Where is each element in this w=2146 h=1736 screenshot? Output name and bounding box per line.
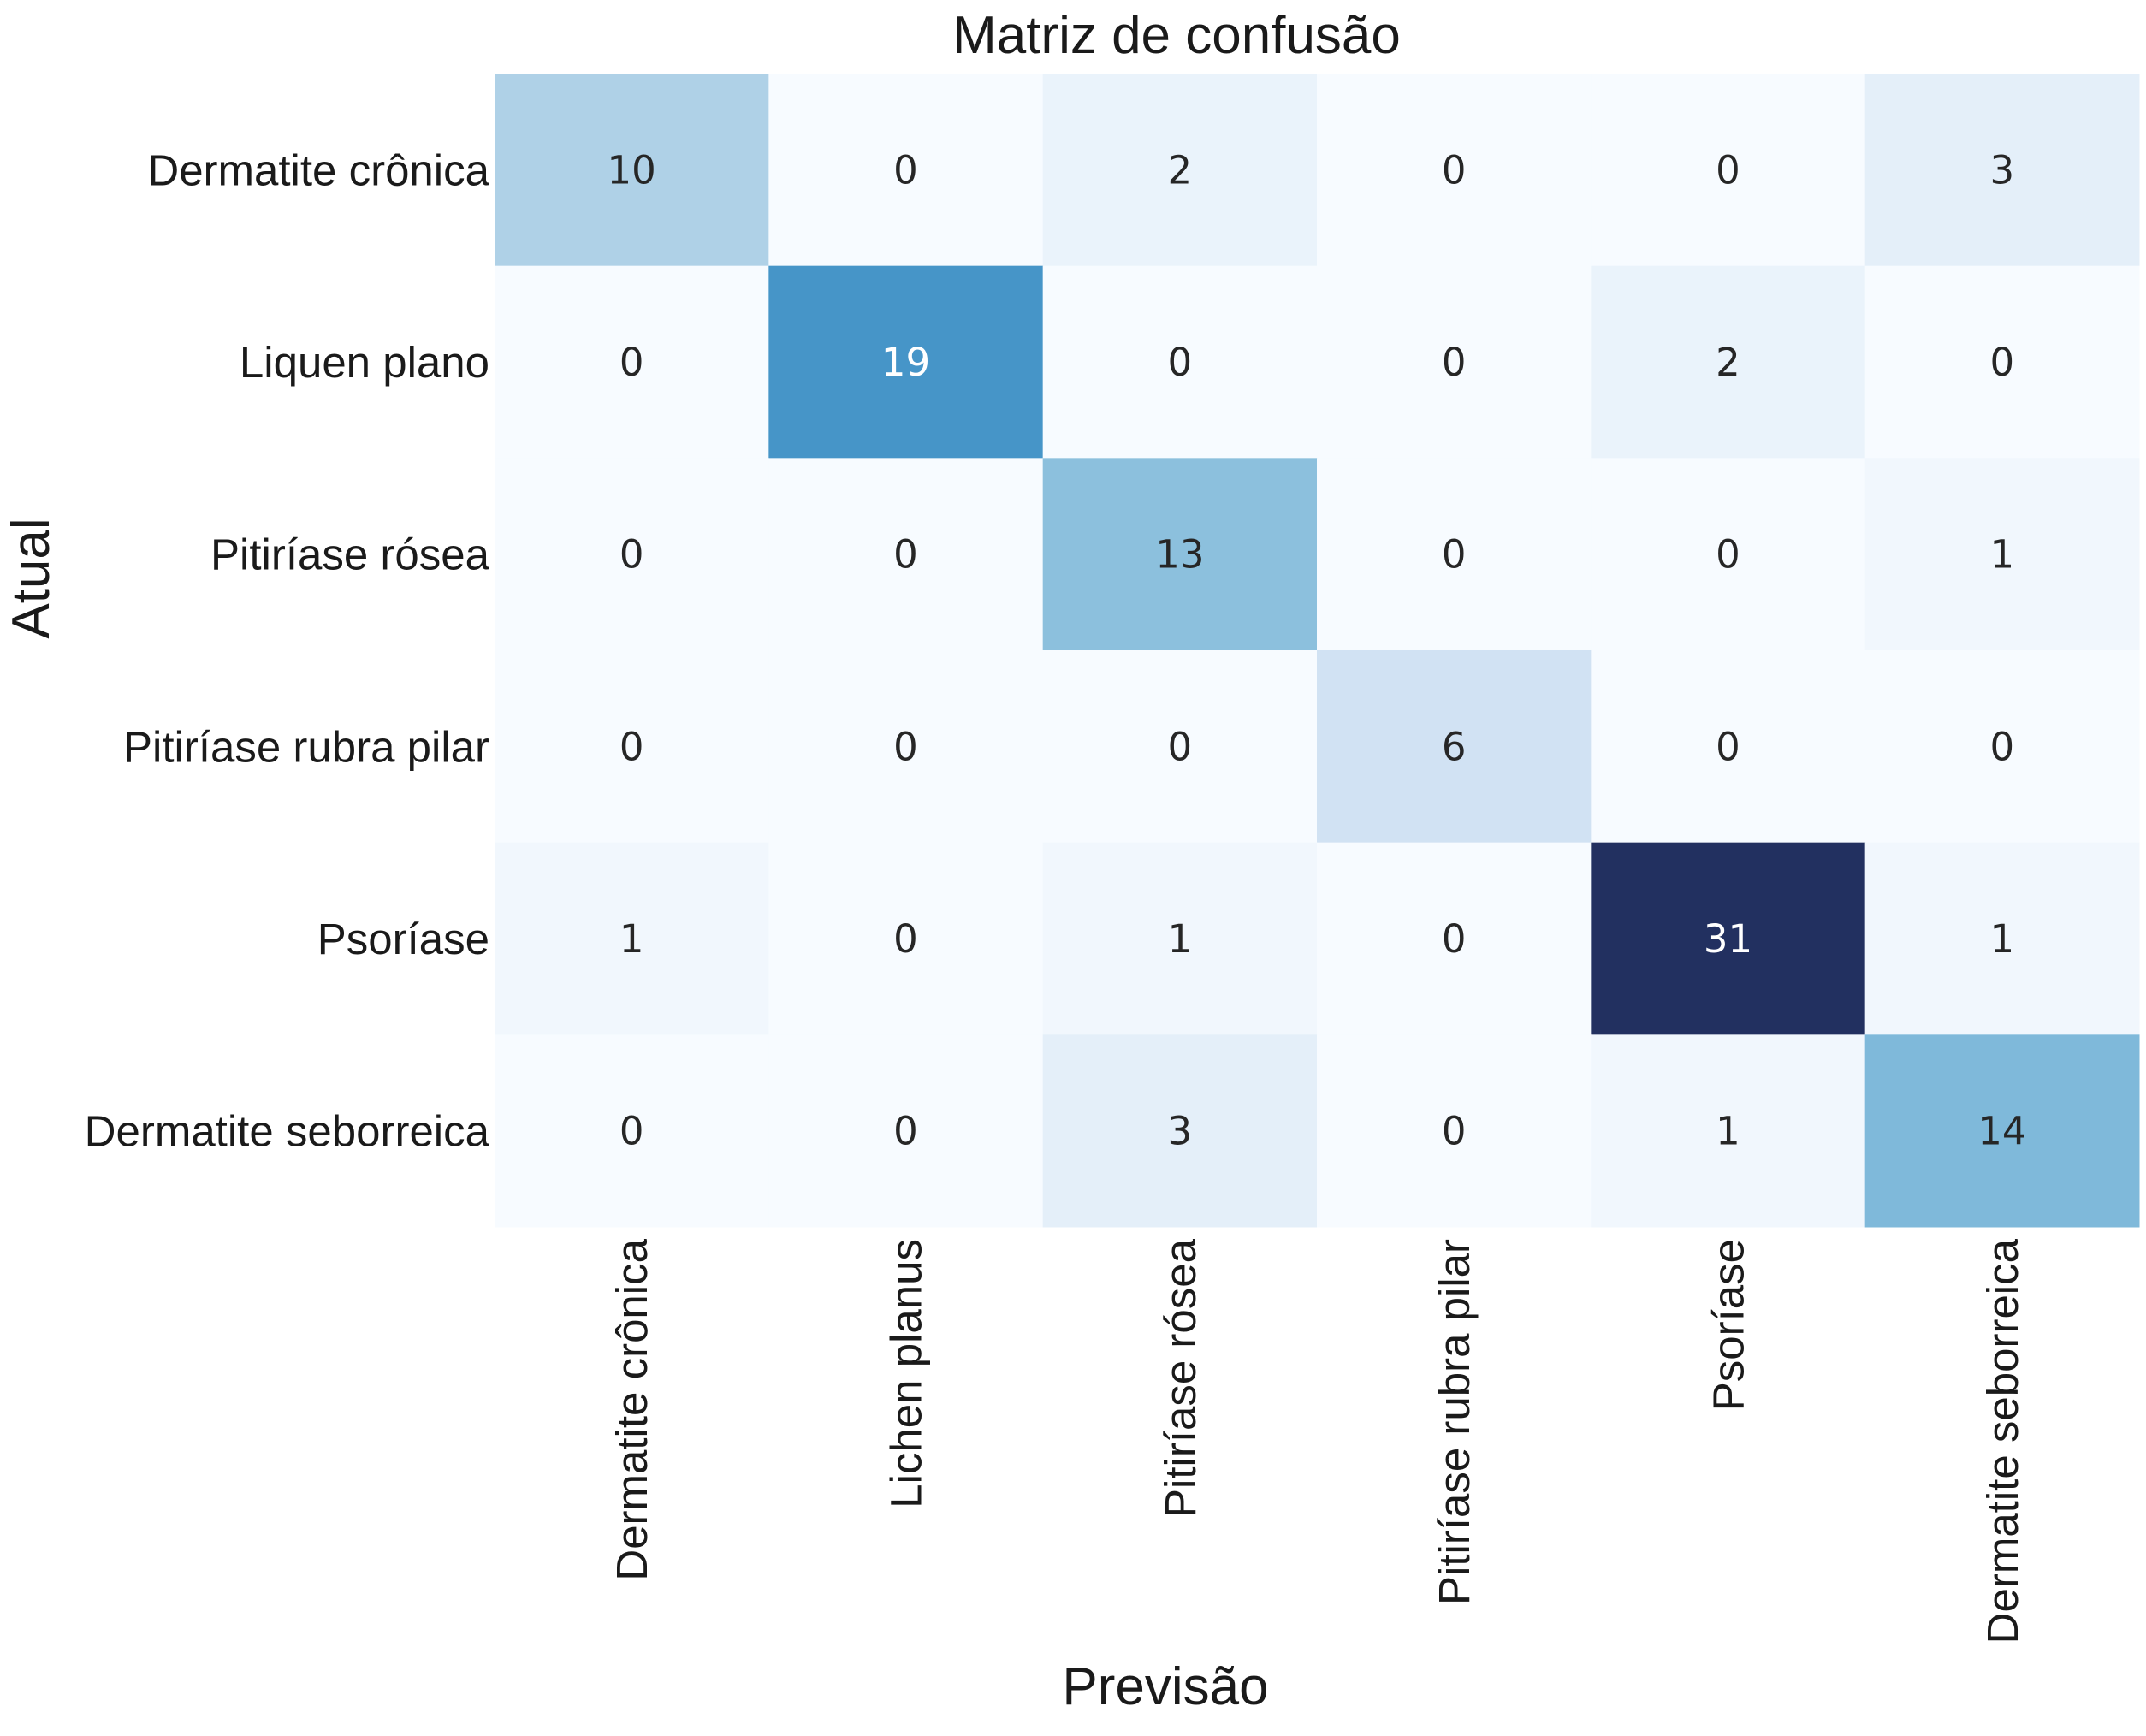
row-tick-label: Pitiríase rubra pilar: [123, 722, 489, 771]
heatmap-cell-r5-c4: [1591, 1034, 1866, 1228]
column-tick-label: Lichen planus: [882, 1239, 931, 1508]
heatmap-cell-r3-c0: [495, 650, 769, 844]
heatmap-cell-r1-c2: [1042, 265, 1318, 459]
heatmap-cell-r1-c3: [1317, 265, 1592, 459]
cell-value-label: 0: [893, 724, 918, 769]
heatmap-cell-r4-c2: [1042, 842, 1318, 1035]
row-tick-label: Psoríase: [317, 915, 489, 963]
heatmap-cell-r4-c1: [768, 842, 1044, 1035]
cell-value-label: 31: [1704, 916, 1752, 962]
row-tick-label: Dermatite seborreica: [85, 1107, 490, 1156]
cell-value-label: 13: [1155, 532, 1204, 578]
cell-value-label: 1: [1990, 532, 2015, 578]
cell-value-label: 0: [1990, 340, 2015, 385]
heatmap-cell-r1-c1: [768, 265, 1044, 459]
heatmap-cell-r5-c1: [768, 1034, 1044, 1228]
row-tick-label: Liquen plano: [240, 338, 489, 387]
cell-value-label: 3: [1168, 1109, 1193, 1154]
cell-value-label: 1: [619, 916, 644, 962]
cell-value-label: 0: [1716, 147, 1740, 193]
heatmap-cell-r4-c3: [1317, 842, 1592, 1035]
cell-value-label: 0: [1442, 147, 1467, 193]
heatmap-cell-r0-c3: [1317, 74, 1592, 267]
heatmap-cell-r2-c3: [1317, 458, 1592, 651]
column-tick-label: Pitiríase rósea: [1156, 1238, 1205, 1518]
heatmap-cell-r5-c3: [1317, 1034, 1592, 1228]
heatmap-cell-r1-c0: [495, 265, 769, 459]
cell-value-label: 0: [1442, 1109, 1467, 1154]
heatmap-cells: 10 0 2 0 0 30 19 0 0 2 00 0 13 0 0 10 0 0 6 0 01 0 1 0 31 10 0 3 0 1 1…: [495, 74, 2140, 1228]
heatmap-cell-r2-c2: [1042, 458, 1318, 651]
cell-value-label: 0: [893, 532, 918, 578]
cell-value-label: 0: [619, 340, 644, 385]
row-tick-label: Dermatite crônica: [147, 145, 489, 194]
cell-value-label: 0: [893, 916, 918, 962]
cell-value-label: 0: [1716, 724, 1740, 769]
heatmap-cell-r3-c5: [1864, 650, 2140, 844]
chart-title: Matriz de confusão: [952, 6, 1401, 65]
heatmap-cell-r2-c0: [495, 458, 769, 651]
heatmap-cell-r2-c5: [1864, 458, 2140, 651]
cell-value-label: 0: [1168, 724, 1193, 769]
cell-value-label: 1: [1990, 916, 2015, 962]
cell-value-label: 1: [1168, 916, 1193, 962]
heatmap-cell-r0-c0: [495, 74, 769, 267]
column-tick-label: Dermatite crônica: [608, 1238, 656, 1580]
heatmap-cell-r3-c1: [768, 650, 1044, 844]
cell-value-label: 0: [619, 1109, 644, 1154]
heatmap-cell-r2-c4: [1591, 458, 1866, 651]
column-tick-label: Psoríase: [1704, 1239, 1753, 1411]
column-tick-label: Pitiríase rubra pilar: [1430, 1239, 1479, 1605]
heatmap-cell-r3-c3: [1317, 650, 1592, 844]
cell-value-label: 0: [893, 1109, 918, 1154]
cell-value-label: 0: [1442, 916, 1467, 962]
heatmap-cell-r1-c4: [1591, 265, 1866, 459]
row-tick-labels: Dermatite crônica Liquen plano Pitiríase r…: [85, 145, 490, 1155]
row-tick-label: Pitiríase rósea: [210, 530, 490, 579]
cell-value-label: 2: [1168, 147, 1193, 193]
heatmap-cell-r0-c5: [1864, 74, 2140, 267]
y-axis-label: Atual: [2, 518, 61, 638]
heatmap-cell-r4-c0: [495, 842, 769, 1035]
heatmap-cell-r3-c2: [1042, 650, 1318, 844]
cell-value-label: 2: [1716, 340, 1740, 385]
heatmap-cell-r5-c2: [1042, 1034, 1318, 1228]
cell-value-label: 10: [608, 147, 656, 193]
column-tick-labels: Dermatite crônica Lichen planus Pitiríase …: [608, 1238, 2027, 1644]
heatmap-cell-r0-c2: [1042, 74, 1318, 267]
cell-value-label: 0: [619, 724, 644, 769]
heatmap-cell-r0-c4: [1591, 74, 1866, 267]
heatmap-cell-r2-c1: [768, 458, 1044, 651]
cell-value-label: 14: [1977, 1109, 2026, 1154]
cell-value-label: 19: [881, 340, 930, 385]
cell-value-label: 0: [1168, 340, 1193, 385]
cell-value-label: 0: [619, 532, 644, 578]
heatmap-cell-r4-c4: [1591, 842, 1866, 1035]
heatmap-cell-r5-c0: [495, 1034, 769, 1228]
cell-value-label: 6: [1442, 724, 1467, 769]
cell-value-label: 0: [893, 147, 918, 193]
x-axis-label: Previsão: [1062, 1657, 1268, 1716]
heatmap-cell-r4-c5: [1864, 842, 2140, 1035]
cell-value-label: 3: [1990, 147, 2015, 193]
cell-value-label: 1: [1716, 1109, 1740, 1154]
cell-value-label: 0: [1716, 532, 1740, 578]
cell-value-label: 0: [1990, 724, 2015, 769]
heatmap-cell-r1-c5: [1864, 265, 2140, 459]
heatmap-cell-r5-c5: [1864, 1034, 2140, 1228]
heatmap-cell-r0-c1: [768, 74, 1044, 267]
heatmap-cell-r3-c4: [1591, 650, 1866, 844]
cell-value-label: 0: [1442, 532, 1467, 578]
cell-value-label: 0: [1442, 340, 1467, 385]
column-tick-label: Dermatite seborreica: [1978, 1238, 2027, 1644]
